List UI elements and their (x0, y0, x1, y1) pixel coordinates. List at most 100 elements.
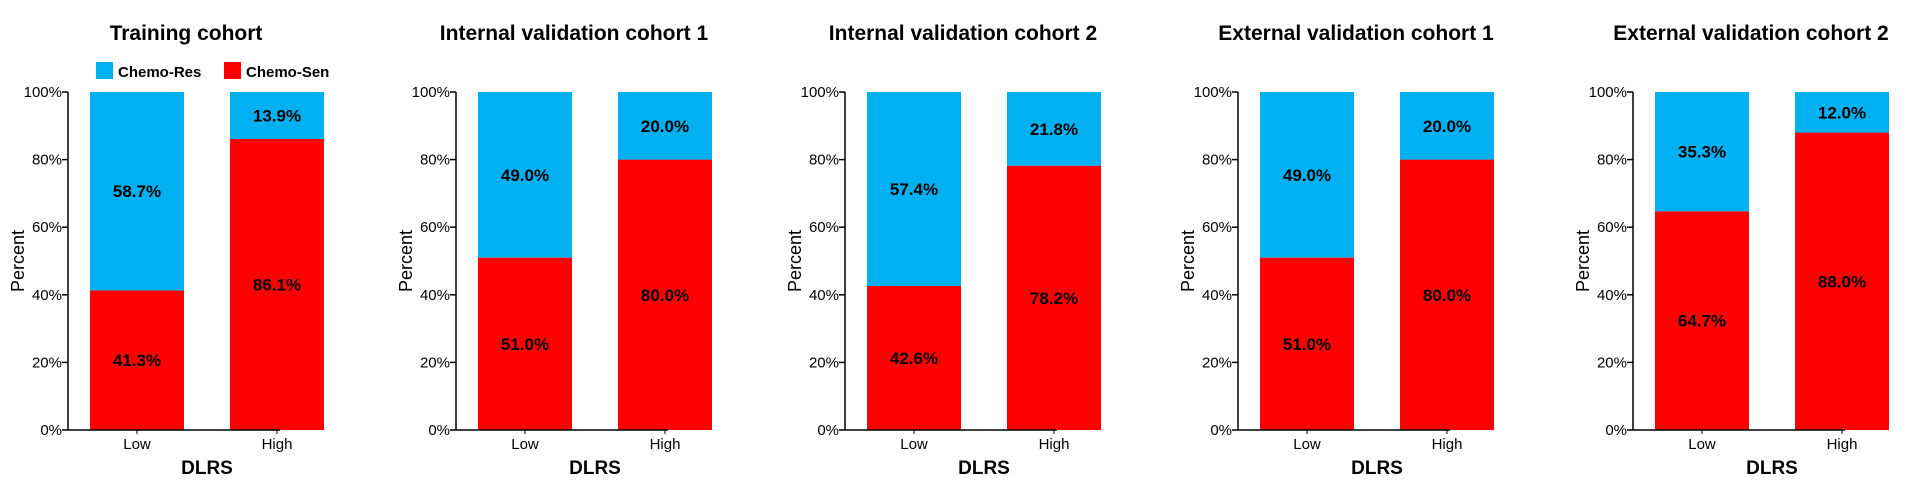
y-tick-label: 80% (1597, 152, 1627, 169)
bar-segment-high-sen (230, 138, 324, 430)
y-tick-label: 100% (1194, 84, 1232, 101)
chart-svg: Internal validation cohort 2 42.6% 57.4% 78… (785, 22, 1101, 479)
data-label: 78.2% (1030, 289, 1078, 308)
bar-segment-high-sen (1795, 132, 1889, 430)
y-tick-label: 60% (1202, 219, 1232, 236)
y-tick-label: 100% (412, 84, 450, 101)
y-axis-label: Percent (1573, 230, 1593, 292)
x-tick-label: High (650, 436, 681, 453)
y-tick-label: 100% (801, 84, 839, 101)
bar-segment-low-sen (478, 257, 572, 430)
chart-svg: Training cohort 41.3% 58.7% 86.1% 13.9% 0% 20%… (8, 22, 329, 479)
data-label: 57.4% (890, 180, 938, 199)
x-axis-label: DLRS (569, 458, 621, 479)
data-label: 21.8% (1030, 120, 1078, 139)
y-tick-label: 20% (1202, 354, 1232, 371)
legend-label: Chemo-Res (118, 64, 201, 81)
y-tick-label: 60% (1597, 219, 1627, 236)
y-tick-label: 60% (32, 219, 62, 236)
data-label: 20.0% (641, 117, 689, 136)
x-axis-label: DLRS (181, 458, 233, 479)
y-tick-label: 0% (817, 422, 839, 439)
y-tick-label: 60% (809, 219, 839, 236)
y-tick-label: 0% (1210, 422, 1232, 439)
x-tick-label: Low (511, 436, 539, 453)
data-label: 35.3% (1678, 143, 1726, 162)
data-label: 13.9% (253, 106, 301, 125)
y-axis-label: Percent (1178, 230, 1198, 292)
chart-panel-2: Internal validation cohort 1 51.0% 49.0% 80… (388, 0, 772, 495)
y-tick-label: 40% (1202, 287, 1232, 304)
bar-segment-low-sen (1655, 211, 1749, 430)
x-tick-label: Low (123, 436, 151, 453)
x-tick-label: High (1039, 436, 1070, 453)
bar-segment-high-res (1400, 92, 1494, 160)
data-label: 42.6% (890, 349, 938, 368)
x-axis-label: DLRS (1351, 458, 1403, 479)
x-tick-label: Low (1688, 436, 1716, 453)
x-tick-label: High (262, 436, 293, 453)
data-label: 88.0% (1818, 272, 1866, 291)
y-tick-label: 80% (809, 152, 839, 169)
bar-segment-low-res (867, 92, 961, 287)
chart-svg: External validation cohort 1 51.0% 49.0% 80… (1178, 22, 1494, 479)
y-axis-label: Percent (8, 230, 28, 292)
y-tick-label: 40% (1597, 287, 1627, 304)
y-tick-label: 80% (32, 152, 62, 169)
bar-segment-low-sen (1260, 257, 1354, 430)
data-label: 20.0% (1423, 117, 1471, 136)
data-label: 51.0% (501, 335, 549, 354)
chart-title: External validation cohort 2 (1613, 22, 1888, 45)
x-axis-label: DLRS (1746, 458, 1798, 479)
data-label: 49.0% (501, 166, 549, 185)
chart-title: Training cohort (110, 22, 263, 45)
y-axis-label: Percent (785, 230, 805, 292)
bar-segment-low-res (90, 92, 184, 291)
chart-title: Internal validation cohort 1 (440, 22, 709, 45)
bar-segment-high-sen (1007, 165, 1101, 430)
y-tick-label: 40% (32, 287, 62, 304)
data-label: 80.0% (641, 286, 689, 305)
y-axis-label: Percent (396, 230, 416, 292)
y-tick-label: 40% (420, 287, 450, 304)
chart-title: Internal validation cohort 2 (829, 22, 1097, 45)
bar-segment-low-sen (90, 290, 184, 430)
y-tick-label: 0% (1605, 422, 1627, 439)
x-axis-label: DLRS (958, 458, 1010, 479)
bar-segment-high-res (230, 92, 324, 139)
x-tick-label: Low (900, 436, 928, 453)
y-tick-label: 0% (40, 422, 62, 439)
data-label: 41.3% (113, 351, 161, 370)
data-label: 58.7% (113, 182, 161, 201)
legend-swatch (96, 62, 113, 79)
bar-segment-high-sen (1400, 159, 1494, 430)
y-tick-label: 80% (1202, 152, 1232, 169)
data-label: 80.0% (1423, 286, 1471, 305)
y-tick-label: 20% (809, 354, 839, 371)
y-tick-label: 80% (420, 152, 450, 169)
data-label: 64.7% (1678, 312, 1726, 331)
chart-panel-3: Internal validation cohort 2 42.6% 57.4% 78… (777, 0, 1161, 495)
bar-segment-high-res (1795, 92, 1889, 133)
data-label: 51.0% (1283, 335, 1331, 354)
data-label: 86.1% (253, 275, 301, 294)
data-label: 12.0% (1818, 103, 1866, 122)
bar-segment-low-res (1655, 92, 1749, 212)
legend-swatch (224, 62, 241, 79)
chart-title: External validation cohort 1 (1218, 22, 1494, 45)
x-tick-label: High (1432, 436, 1463, 453)
chart-panel-1: Training cohort 41.3% 58.7% 86.1% 13.9% 0% 20%… (0, 0, 384, 495)
bar-segment-high-res (1007, 92, 1101, 166)
chart-svg: Internal validation cohort 1 51.0% 49.0% 80… (396, 22, 712, 479)
bar-segment-low-sen (867, 286, 961, 430)
y-tick-label: 0% (428, 422, 450, 439)
bar-segment-high-res (618, 92, 712, 160)
y-tick-label: 20% (32, 354, 62, 371)
bar-segment-high-sen (618, 159, 712, 430)
data-label: 49.0% (1283, 166, 1331, 185)
bar-segment-low-res (478, 92, 572, 258)
y-tick-label: 20% (420, 354, 450, 371)
bar-segment-low-res (1260, 92, 1354, 258)
y-tick-label: 100% (24, 84, 62, 101)
